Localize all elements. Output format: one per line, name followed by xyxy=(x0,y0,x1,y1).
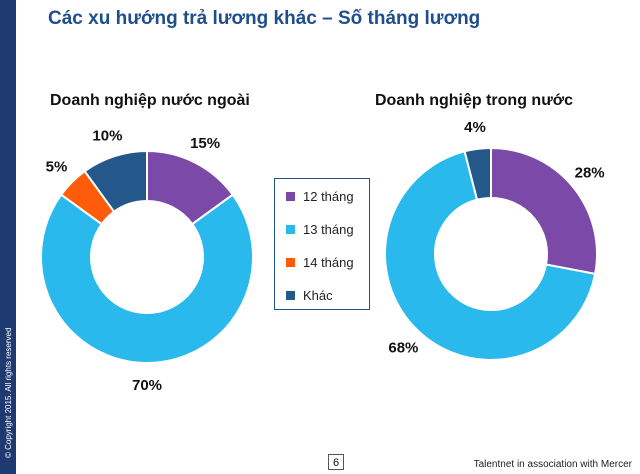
legend-label-13: 13 tháng xyxy=(303,222,354,237)
legend-swatch-14 xyxy=(286,258,295,267)
legend-item-13: 13 tháng xyxy=(286,222,354,237)
side-bar xyxy=(0,0,16,474)
slice-domestic-12-thang xyxy=(490,146,598,276)
chart-title-domestic: Doanh nghiệp trong nước xyxy=(375,92,574,109)
legend-item-14: 14 tháng xyxy=(286,255,354,270)
chart-legend: 12 tháng 13 tháng 14 tháng Khác xyxy=(274,178,370,310)
slice-foreign-khac xyxy=(83,149,148,214)
page-number: 6 xyxy=(328,454,344,470)
label-foreign-14-thang: 5% xyxy=(46,158,68,175)
label-foreign-12-thang: 15% xyxy=(190,135,220,152)
footer-text: Talentnet in association with Mercer xyxy=(473,459,632,470)
legend-label-12: 12 tháng xyxy=(303,189,354,204)
legend-swatch-12 xyxy=(286,192,295,201)
legend-swatch-13 xyxy=(286,225,295,234)
slice-foreign-13-thang xyxy=(40,193,254,364)
legend-item-12: 12 tháng xyxy=(286,189,354,204)
legend-label-14: 14 tháng xyxy=(303,255,354,270)
slide-title: Các xu hướng trả lương khác – Số tháng l… xyxy=(48,8,481,29)
label-foreign-13-thang: 70% xyxy=(132,377,162,394)
legend-swatch-khac xyxy=(286,291,295,300)
label-domestic-12-thang: 28% xyxy=(575,164,605,181)
chart-title-foreign: Doanh nghiệp nước ngoài xyxy=(50,92,250,109)
slice-domestic-khac xyxy=(463,146,492,201)
label-domestic-khac: 4% xyxy=(464,119,486,136)
legend-label-khac: Khác xyxy=(303,288,333,303)
slice-domestic-13-thang xyxy=(384,150,597,361)
legend-item-khac: Khác xyxy=(286,288,333,303)
label-domestic-13-thang: 68% xyxy=(388,339,418,356)
label-foreign-khac: 10% xyxy=(92,127,122,144)
